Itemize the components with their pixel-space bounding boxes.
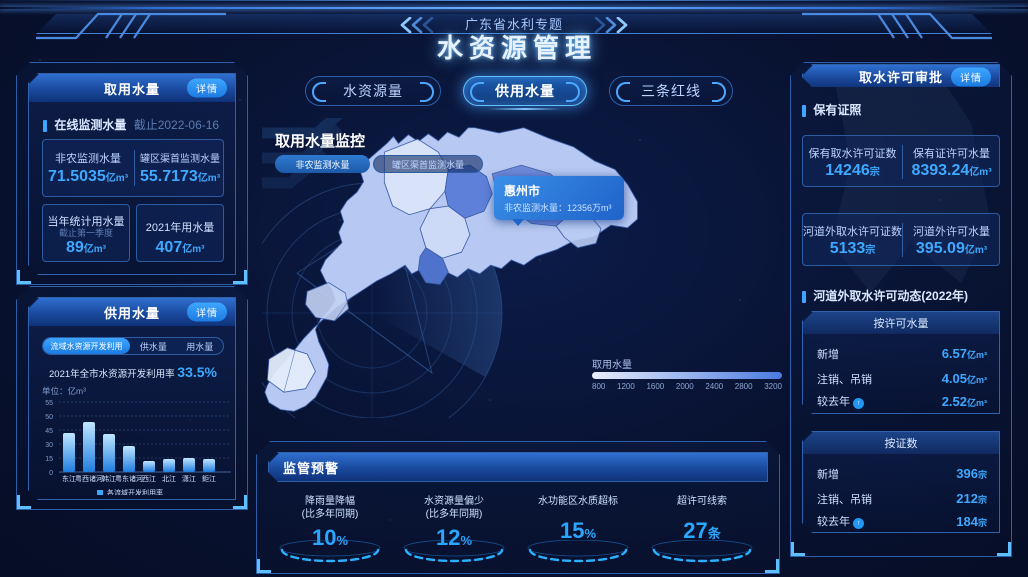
svg-text:东江: 东江 [62,474,76,483]
svg-text:粤东诸河: 粤东诸河 [115,474,143,483]
svg-text:45: 45 [45,428,53,435]
svg-text:西江: 西江 [142,475,156,483]
svg-text:粤西诸河: 粤西诸河 [75,474,103,483]
svg-text:韩江: 韩江 [102,474,116,483]
svg-text:潇江: 潇江 [182,474,196,483]
svg-text:各流域开发利用率: 各流域开发利用率 [107,488,163,495]
svg-text:30: 30 [45,442,53,449]
svg-text:鉅江: 鉅江 [202,474,216,483]
svg-text:50: 50 [45,414,53,421]
svg-text:55: 55 [45,400,53,407]
svg-text:北江: 北江 [162,475,176,483]
svg-text:0: 0 [49,470,53,477]
svg-text:15: 15 [45,456,53,463]
